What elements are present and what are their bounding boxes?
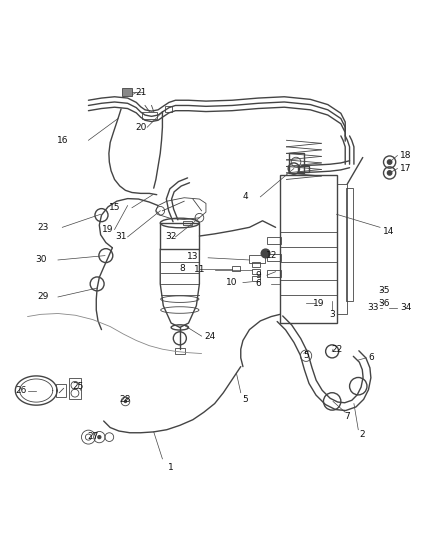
Bar [184, 221, 192, 225]
Bar [141, 111, 157, 118]
Bar [252, 262, 260, 267]
Circle shape [388, 160, 392, 164]
Text: 26: 26 [15, 386, 27, 395]
Text: 36: 36 [378, 299, 390, 308]
Text: 30: 30 [35, 255, 46, 264]
Text: 29: 29 [37, 293, 49, 302]
Text: 18: 18 [400, 151, 412, 160]
Text: 11: 11 [194, 265, 205, 274]
Text: 19: 19 [102, 225, 114, 234]
Bar [346, 188, 353, 301]
Text: 19: 19 [313, 299, 325, 308]
Text: 13: 13 [187, 252, 199, 261]
Text: 22: 22 [331, 345, 342, 354]
Text: 16: 16 [57, 136, 68, 145]
Circle shape [97, 435, 102, 439]
Text: 6: 6 [255, 279, 261, 288]
Text: 35: 35 [378, 286, 390, 295]
Bar [165, 107, 173, 111]
Bar [267, 270, 281, 277]
Text: 33: 33 [368, 303, 379, 312]
Text: 4: 4 [242, 192, 248, 201]
Bar [69, 378, 81, 399]
Text: 21: 21 [135, 88, 146, 97]
Text: 27: 27 [87, 432, 99, 441]
Bar [160, 223, 199, 249]
Text: 31: 31 [115, 232, 127, 241]
Text: 5: 5 [303, 351, 309, 360]
Text: 3: 3 [329, 310, 335, 319]
Text: 15: 15 [109, 203, 120, 212]
Text: 14: 14 [383, 227, 395, 236]
Text: 2: 2 [360, 430, 365, 439]
Bar [336, 184, 347, 314]
Text: 17: 17 [400, 164, 412, 173]
Bar [252, 269, 260, 274]
Text: 7: 7 [345, 412, 350, 421]
Text: 23: 23 [37, 223, 49, 232]
Bar [289, 154, 304, 173]
Text: 24: 24 [205, 332, 216, 341]
Circle shape [261, 249, 270, 258]
Bar [267, 254, 281, 261]
Bar [122, 88, 132, 96]
Text: 25: 25 [72, 382, 83, 391]
Text: 1: 1 [168, 463, 174, 472]
Bar [175, 349, 185, 353]
Bar [232, 265, 240, 271]
Text: 5: 5 [242, 395, 248, 403]
Text: 32: 32 [166, 232, 177, 241]
Text: 8: 8 [179, 264, 185, 273]
Text: 6: 6 [368, 353, 374, 362]
Bar [280, 175, 336, 323]
Bar [252, 276, 260, 281]
Text: 34: 34 [400, 303, 412, 312]
Text: 12: 12 [265, 251, 277, 260]
Bar [298, 166, 309, 172]
Bar [250, 255, 265, 263]
Bar [267, 237, 281, 244]
Bar [56, 384, 66, 397]
Text: 10: 10 [226, 278, 238, 287]
Text: 28: 28 [120, 395, 131, 403]
Text: 9: 9 [255, 271, 261, 280]
Circle shape [124, 400, 127, 403]
Circle shape [388, 171, 392, 175]
Text: 20: 20 [135, 123, 146, 132]
